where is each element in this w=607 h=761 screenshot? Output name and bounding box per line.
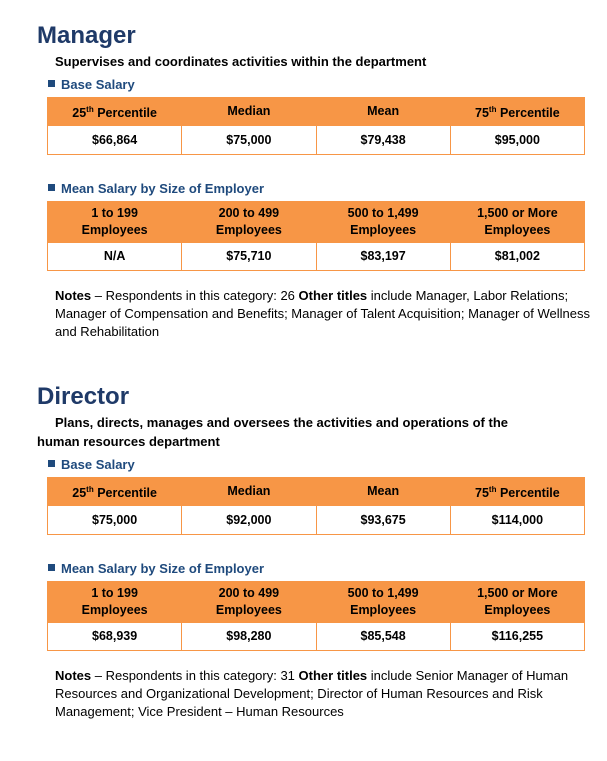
header-text: 500 to 1,499 (347, 586, 419, 601)
notes-text: – Respondents in this category: 31 (91, 668, 299, 684)
header-cell: 75th Percentile (449, 96, 586, 127)
header-text: Employees (81, 603, 148, 618)
value-cell: N/A (46, 242, 183, 272)
header-text: 500 to 1,499 (347, 206, 419, 221)
header-cell: 25th Percentile (46, 96, 183, 127)
header-text: 1,500 or More (477, 586, 558, 601)
header-row: 25th Percentile Median Mean 75th Percentile (46, 96, 586, 127)
value-cell: $68,939 (46, 622, 183, 652)
other-titles-text: include Senior Manager of Human Resource… (55, 668, 569, 720)
notes-text: – Respondents in this category: 26 (91, 288, 299, 304)
value-cell: $83,197 (315, 242, 451, 272)
header-text: Employees (81, 223, 148, 238)
section: Director Plans, directs, manages and over… (0, 381, 607, 721)
value-cell: $116,255 (449, 622, 586, 652)
header-text: Employees (484, 223, 551, 238)
superscript: th (86, 485, 94, 494)
section-title: Manager (37, 22, 136, 49)
header-row: 25th Percentile Median Mean 75th Percentile (46, 476, 586, 507)
header-text: 25 (72, 486, 87, 501)
header-text: Employees (350, 223, 417, 238)
header-text: 200 to 499 (218, 586, 280, 601)
header-cell: 1 to 199 Employees (46, 581, 183, 624)
superscript: th (488, 485, 497, 494)
header-cell: 25th Percentile (46, 476, 183, 507)
value-cell: $66,864 (46, 125, 183, 156)
table-heading: Mean Salary by Size of Employer (48, 561, 607, 577)
value-cell: $75,710 (181, 242, 317, 272)
header-text: Percentile (93, 106, 157, 121)
table-heading: Mean Salary by Size of Employer (48, 181, 607, 197)
header-cell: Median (181, 476, 317, 507)
header-cell: 1,500 or More Employees (449, 201, 586, 244)
superscript: th (488, 105, 497, 114)
header-text: Mean (367, 104, 400, 119)
section-description: Supervises and coordinates activities wi… (55, 54, 427, 69)
value-cell: $75,000 (181, 125, 317, 156)
spacer (0, 535, 607, 555)
header-row: 1 to 199 Employees 200 to 499 Employees 500 … (46, 201, 586, 244)
header-cell: 1,500 or More Employees (449, 581, 586, 624)
header-cell: Median (181, 96, 317, 127)
table-heading: Base Salary (48, 457, 607, 473)
value-cell: $85,548 (315, 622, 451, 652)
header-text: Percentile (496, 486, 560, 501)
salary-table: 25th Percentile Median Mean 75th Percentile… (46, 476, 586, 536)
header-cell: 200 to 499 Employees (181, 201, 317, 244)
header-text: 1 to 199 (91, 206, 138, 221)
employer-table: 1 to 199 Employees 200 to 499 Employees 500 … (46, 201, 586, 272)
value-cell: $93,675 (315, 505, 451, 536)
table-heading: Base Salary (48, 77, 607, 93)
header-text: Employees (484, 603, 551, 618)
header-text: Employees (215, 603, 282, 618)
header-text: 75 (475, 486, 489, 501)
header-text: Employees (215, 223, 282, 238)
value-row: $66,864 $75,000 $79,438 $95,000 (46, 125, 586, 156)
employer-table: 1 to 199 Employees 200 to 499 Employees 500 … (46, 581, 586, 652)
value-row: $68,939 $98,280 $85,548 $116,255 (46, 622, 586, 652)
value-cell: $95,000 (449, 125, 586, 156)
header-text: 200 to 499 (218, 206, 280, 221)
value-row: $75,000 $92,000 $93,675 $114,000 (46, 505, 586, 536)
notes: Notes – Respondents in this category: 31… (55, 667, 590, 721)
header-cell: 1 to 199 Employees (46, 201, 183, 244)
notes-label: Notes (55, 668, 92, 684)
header-cell: 75th Percentile (449, 476, 586, 507)
header-cell: 200 to 499 Employees (181, 581, 317, 624)
value-cell: $114,000 (449, 505, 586, 536)
header-cell: Mean (315, 476, 451, 507)
header-text: Employees (350, 603, 417, 618)
header-text: Percentile (496, 106, 560, 121)
header-text: Percentile (93, 486, 157, 501)
superscript: th (86, 105, 94, 114)
header-text: 75 (475, 106, 489, 121)
section: Manager Supervises and coordinates activi… (0, 20, 607, 341)
spacer (0, 155, 607, 175)
header-text: Mean (367, 484, 400, 499)
section-description: Plans, directs, manages and oversees the… (37, 415, 508, 449)
other-titles-label: Other titles (298, 288, 368, 304)
header-text: 25 (72, 106, 87, 121)
header-cell: Mean (315, 96, 451, 127)
header-text: Median (227, 484, 271, 499)
other-titles-label: Other titles (298, 668, 368, 684)
header-text: 1 to 199 (91, 586, 138, 601)
value-row: N/A $75,710 $83,197 $81,002 (46, 242, 586, 272)
notes-label: Notes (55, 288, 92, 304)
header-cell: 500 to 1,499 Employees (315, 581, 451, 624)
value-cell: $81,002 (449, 242, 586, 272)
value-cell: $79,438 (315, 125, 451, 156)
header-text: Median (227, 104, 271, 119)
salary-table: 25th Percentile Median Mean 75th Percentile… (46, 96, 586, 156)
section-title: Director (37, 383, 130, 410)
value-cell: $98,280 (181, 622, 317, 652)
value-cell: $92,000 (181, 505, 317, 536)
header-text: 1,500 or More (477, 206, 558, 221)
value-cell: $75,000 (46, 505, 183, 536)
header-row: 1 to 199 Employees 200 to 499 Employees 500 … (46, 581, 586, 624)
header-cell: 500 to 1,499 Employees (315, 201, 451, 244)
notes: Notes – Respondents in this category: 26… (55, 287, 590, 341)
other-titles-text: include Manager, Labor Relations; Manage… (55, 288, 590, 340)
